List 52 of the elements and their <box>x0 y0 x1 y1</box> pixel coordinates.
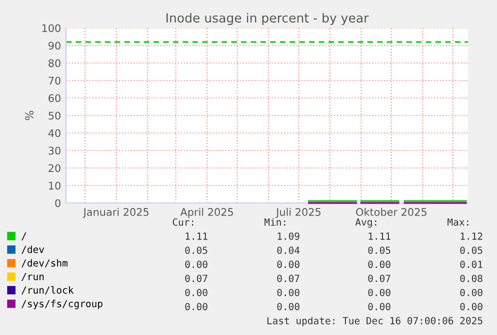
legend-label: /dev <box>22 246 44 254</box>
legend-label: /dev/shm <box>22 259 68 268</box>
text: 0.07 <box>185 274 208 282</box>
text: Max: <box>448 218 468 226</box>
text: 0.07 <box>368 274 390 282</box>
text: 0.08 <box>460 274 482 282</box>
legend-label: /sys/fs/cgroup <box>22 300 102 310</box>
y-tick-label: 30 <box>48 146 60 155</box>
y-tick-label: 20 <box>48 164 60 172</box>
y-tick-label: 50 <box>48 112 60 120</box>
text: 0.00 <box>368 288 390 296</box>
text: 0.07 <box>277 274 300 282</box>
y-tick-label: 60 <box>48 94 60 102</box>
legend-label: / <box>22 232 26 240</box>
text: 1.11 <box>186 232 208 240</box>
text: Cur: <box>172 218 194 226</box>
y-tick-label: 90 <box>48 42 60 50</box>
text: Last update: Tue Dec 16 07:00:06 2025 <box>267 316 482 326</box>
text: 0.00 <box>460 288 482 296</box>
text: 0.04 <box>277 246 300 254</box>
x-tick-label: Januari 2025 <box>82 208 148 218</box>
text: 0.00 <box>368 302 390 310</box>
y-axis-title: % <box>25 110 34 120</box>
y-tick-label: 10 <box>49 182 60 190</box>
chart-title: Inode usage in percent - by year <box>166 12 369 26</box>
text: 1.09 <box>278 232 300 240</box>
x-tick-label: April 2025 <box>180 208 233 218</box>
text: 0.00 <box>460 302 482 310</box>
text: 0.00 <box>185 302 208 310</box>
text: 0.00 <box>277 260 300 268</box>
x-tick-label: Juli 2025 <box>276 208 320 218</box>
y-tick-label: 70 <box>48 76 60 85</box>
text: 0.00 <box>277 288 300 296</box>
text: 0.00 <box>277 302 300 310</box>
legend-label: /run/lock <box>22 286 74 295</box>
text: 0.05 <box>368 246 390 254</box>
text: 0.05 <box>185 246 208 254</box>
text: Avg: <box>355 218 376 228</box>
text: 0.01 <box>460 260 482 268</box>
y-tick-label: 100 <box>42 24 60 32</box>
text: 0.05 <box>460 246 482 254</box>
y-tick-label: 0 <box>55 199 60 208</box>
legend-label: /run <box>22 272 44 281</box>
text: 1.12 <box>460 232 482 240</box>
text: Min: <box>264 218 286 226</box>
text: 0.00 <box>368 260 390 268</box>
text: 0.00 <box>185 260 208 268</box>
y-tick-label: 80 <box>48 59 60 68</box>
text: 0.00 <box>185 288 208 296</box>
y-tick-label: 40 <box>48 129 60 138</box>
text: 1.11 <box>368 232 390 240</box>
x-tick-label: Oktober 2025 <box>356 208 426 216</box>
